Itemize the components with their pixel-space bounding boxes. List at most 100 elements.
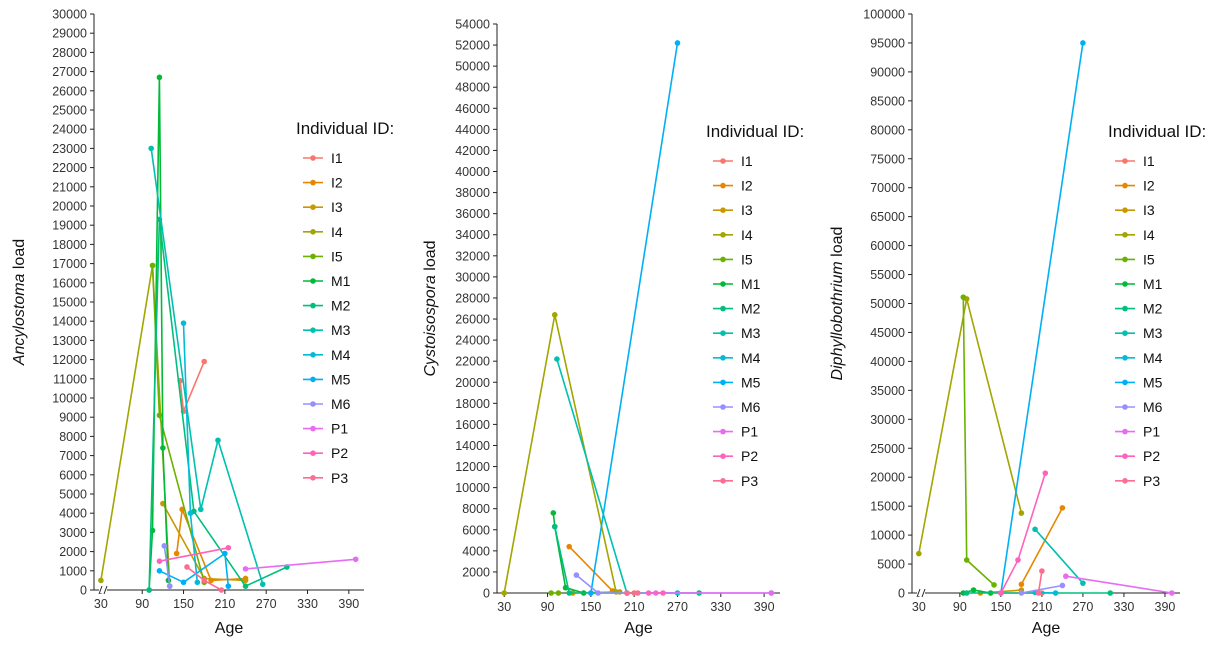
legend-key-point bbox=[310, 204, 316, 210]
series-line-m1 bbox=[552, 512, 584, 594]
y-tick-label: 12000 bbox=[52, 353, 87, 367]
legend-label: I1 bbox=[741, 153, 753, 169]
data-point bbox=[555, 590, 562, 596]
legend-label: I1 bbox=[331, 150, 343, 166]
y-tick-label: 23000 bbox=[52, 142, 87, 156]
data-point bbox=[242, 583, 249, 589]
legend-label: I5 bbox=[331, 248, 343, 264]
data-point bbox=[963, 557, 970, 563]
y-tick-label: 30000 bbox=[870, 413, 905, 427]
data-point bbox=[634, 590, 641, 596]
x-tick-label: 330 bbox=[1114, 600, 1135, 614]
data-point bbox=[197, 506, 204, 513]
plot-area bbox=[501, 40, 775, 596]
y-tick-label: 0 bbox=[898, 587, 905, 601]
x-tick-label: 30 bbox=[912, 600, 926, 614]
y-tick-label: 60000 bbox=[870, 239, 905, 253]
series-line-m6 bbox=[163, 545, 171, 587]
legend-item-i1: I1 bbox=[713, 153, 753, 169]
legend-item-m3: M3 bbox=[1115, 325, 1163, 341]
y-tick-label: 0 bbox=[483, 587, 490, 601]
legend-label: M4 bbox=[331, 347, 351, 363]
data-point bbox=[187, 510, 194, 516]
legend-label: M4 bbox=[741, 350, 761, 366]
y-tick-label: 25000 bbox=[870, 442, 905, 456]
data-point bbox=[1107, 590, 1114, 596]
data-point bbox=[963, 590, 970, 596]
y-axis-title-suffix: load bbox=[422, 240, 439, 275]
series-line-m3 bbox=[556, 358, 628, 594]
data-point bbox=[218, 587, 225, 593]
series-line-i2 bbox=[568, 546, 614, 592]
y-tick-label: 22000 bbox=[455, 355, 490, 369]
y-tick-label: 18000 bbox=[52, 238, 87, 252]
x-tick-label: 210 bbox=[624, 600, 645, 614]
legend-item-p1: P1 bbox=[303, 421, 348, 437]
series-m1 bbox=[550, 510, 587, 596]
y-tick-label: 100000 bbox=[863, 8, 905, 22]
y-axis-title-genus: Cystoisospora bbox=[422, 275, 439, 376]
x-tick-label: 150 bbox=[580, 600, 601, 614]
legend-item-p2: P2 bbox=[713, 448, 758, 464]
legend-label: P2 bbox=[331, 445, 348, 461]
data-point bbox=[588, 590, 594, 596]
y-tick-label: 5000 bbox=[59, 488, 87, 502]
legend-title: Individual ID: bbox=[1108, 122, 1206, 141]
legend-key-point bbox=[720, 478, 726, 484]
y-tick-label: 14000 bbox=[455, 439, 490, 453]
legend-item-m3: M3 bbox=[303, 322, 351, 338]
legend-key-point bbox=[310, 376, 316, 383]
x-tick-label: 210 bbox=[1031, 600, 1052, 614]
data-point bbox=[1059, 505, 1066, 511]
data-point bbox=[352, 556, 359, 563]
legend-key-point bbox=[310, 425, 316, 432]
x-tick-label: 30 bbox=[497, 600, 511, 614]
legend-label: I3 bbox=[331, 199, 343, 215]
y-tick-label: 12000 bbox=[455, 460, 490, 474]
legend-label: M2 bbox=[331, 298, 351, 314]
legend-label: I4 bbox=[741, 227, 753, 243]
legend-item-i5: I5 bbox=[303, 248, 343, 264]
legend-item-m5: M5 bbox=[713, 374, 761, 390]
legend-label: P3 bbox=[1143, 473, 1160, 489]
series-m6 bbox=[161, 543, 173, 589]
data-point bbox=[180, 579, 187, 586]
y-tick-label: 34000 bbox=[455, 228, 490, 242]
axis-break-mark bbox=[916, 588, 926, 598]
y-tick-label: 28000 bbox=[455, 291, 490, 305]
data-point bbox=[573, 572, 580, 578]
x-axis-title: Age bbox=[624, 620, 653, 637]
y-tick-label: 90000 bbox=[870, 65, 905, 79]
x-tick-label: 90 bbox=[135, 597, 149, 611]
legend-label: I4 bbox=[1143, 227, 1155, 243]
legend-key-point bbox=[1122, 355, 1128, 361]
legend-label: P1 bbox=[1143, 424, 1160, 440]
y-tick-label: 20000 bbox=[52, 200, 87, 214]
axis-break-slash bbox=[103, 585, 108, 595]
y-tick-label: 29000 bbox=[52, 27, 87, 41]
legend-item-m4: M4 bbox=[713, 350, 761, 366]
data-point bbox=[645, 590, 652, 596]
legend-label: M6 bbox=[1143, 399, 1163, 415]
y-tick-label: 4000 bbox=[59, 507, 87, 521]
y-tick-label: 19000 bbox=[52, 219, 87, 233]
data-point bbox=[1015, 557, 1021, 563]
data-point bbox=[242, 566, 249, 572]
data-point bbox=[613, 589, 619, 595]
legend-item-m4: M4 bbox=[303, 347, 351, 363]
y-tick-label: 2000 bbox=[59, 545, 87, 559]
series-p2 bbox=[156, 544, 232, 564]
data-point bbox=[551, 523, 558, 530]
data-point bbox=[160, 445, 166, 451]
legend-label: P1 bbox=[331, 421, 348, 437]
legend-item-i2: I2 bbox=[713, 178, 753, 194]
data-point bbox=[660, 590, 666, 596]
data-point bbox=[98, 577, 104, 584]
y-tick-label: 30000 bbox=[52, 8, 87, 22]
legend-item-p2: P2 bbox=[1115, 448, 1160, 464]
axis-break-slash bbox=[921, 588, 926, 598]
legend-key-point bbox=[720, 158, 726, 164]
y-tick-label: 28000 bbox=[52, 46, 87, 60]
legend-item-i4: I4 bbox=[303, 224, 343, 240]
series-m1 bbox=[146, 74, 172, 593]
